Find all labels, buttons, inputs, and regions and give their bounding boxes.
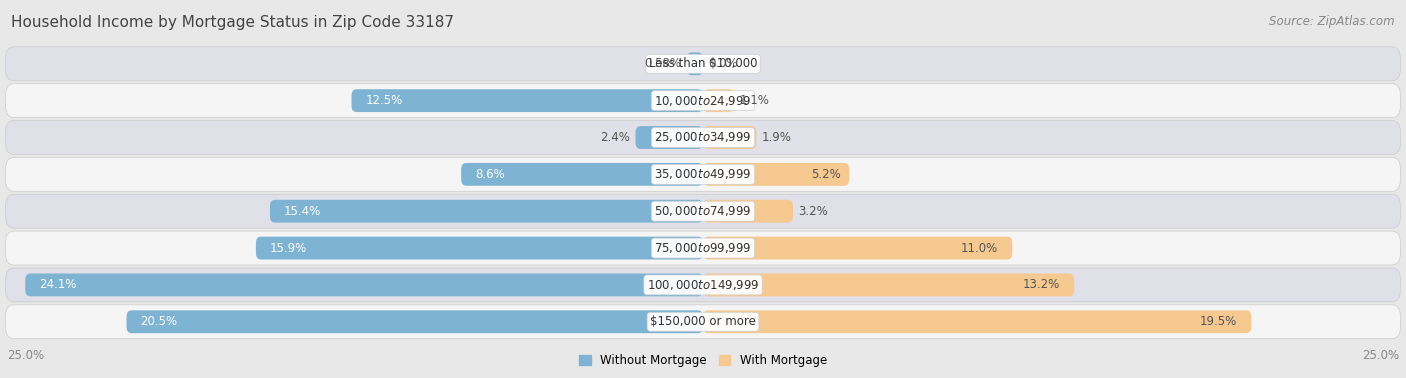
Text: 15.4%: 15.4% xyxy=(284,205,321,218)
FancyBboxPatch shape xyxy=(6,47,1400,81)
Text: $150,000 or more: $150,000 or more xyxy=(650,315,756,328)
FancyBboxPatch shape xyxy=(636,126,703,149)
Text: 12.5%: 12.5% xyxy=(366,94,402,107)
FancyBboxPatch shape xyxy=(6,268,1400,302)
Text: 13.2%: 13.2% xyxy=(1024,279,1060,291)
FancyBboxPatch shape xyxy=(703,310,1251,333)
FancyBboxPatch shape xyxy=(256,237,703,259)
Text: 25.0%: 25.0% xyxy=(1362,349,1399,362)
FancyBboxPatch shape xyxy=(703,274,1074,296)
Text: Source: ZipAtlas.com: Source: ZipAtlas.com xyxy=(1270,15,1395,28)
Text: 25.0%: 25.0% xyxy=(7,349,44,362)
Text: $10,000 to $24,999: $10,000 to $24,999 xyxy=(654,94,752,108)
Text: 1.1%: 1.1% xyxy=(740,94,769,107)
Text: 2.4%: 2.4% xyxy=(600,131,630,144)
FancyBboxPatch shape xyxy=(25,274,703,296)
FancyBboxPatch shape xyxy=(6,121,1400,155)
Text: 20.5%: 20.5% xyxy=(141,315,177,328)
Text: 11.0%: 11.0% xyxy=(962,242,998,254)
FancyBboxPatch shape xyxy=(6,305,1400,339)
FancyBboxPatch shape xyxy=(270,200,703,223)
Legend: Without Mortgage, With Mortgage: Without Mortgage, With Mortgage xyxy=(574,350,832,372)
FancyBboxPatch shape xyxy=(703,200,793,223)
Text: 8.6%: 8.6% xyxy=(475,168,505,181)
Text: $25,000 to $34,999: $25,000 to $34,999 xyxy=(654,130,752,144)
FancyBboxPatch shape xyxy=(6,231,1400,265)
FancyBboxPatch shape xyxy=(6,157,1400,191)
Text: $35,000 to $49,999: $35,000 to $49,999 xyxy=(654,167,752,181)
FancyBboxPatch shape xyxy=(352,89,703,112)
FancyBboxPatch shape xyxy=(461,163,703,186)
FancyBboxPatch shape xyxy=(703,237,1012,259)
Text: 3.2%: 3.2% xyxy=(799,205,828,218)
FancyBboxPatch shape xyxy=(686,53,703,75)
Text: 19.5%: 19.5% xyxy=(1201,315,1237,328)
Text: 0.0%: 0.0% xyxy=(709,57,738,70)
FancyBboxPatch shape xyxy=(703,126,756,149)
Text: 5.2%: 5.2% xyxy=(811,168,841,181)
FancyBboxPatch shape xyxy=(127,310,703,333)
Text: $100,000 to $149,999: $100,000 to $149,999 xyxy=(647,278,759,292)
Text: $50,000 to $74,999: $50,000 to $74,999 xyxy=(654,204,752,218)
Text: $75,000 to $99,999: $75,000 to $99,999 xyxy=(654,241,752,255)
Text: Household Income by Mortgage Status in Zip Code 33187: Household Income by Mortgage Status in Z… xyxy=(11,15,454,30)
Text: 15.9%: 15.9% xyxy=(270,242,307,254)
Text: Less than $10,000: Less than $10,000 xyxy=(648,57,758,70)
FancyBboxPatch shape xyxy=(703,163,849,186)
FancyBboxPatch shape xyxy=(703,89,734,112)
Text: 0.58%: 0.58% xyxy=(644,57,681,70)
Text: 24.1%: 24.1% xyxy=(39,279,77,291)
FancyBboxPatch shape xyxy=(6,194,1400,228)
Text: 1.9%: 1.9% xyxy=(762,131,792,144)
FancyBboxPatch shape xyxy=(6,84,1400,118)
